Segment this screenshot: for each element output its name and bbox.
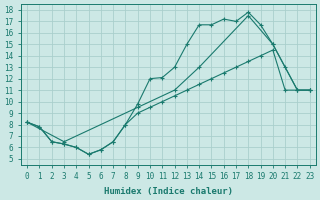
X-axis label: Humidex (Indice chaleur): Humidex (Indice chaleur): [104, 187, 233, 196]
